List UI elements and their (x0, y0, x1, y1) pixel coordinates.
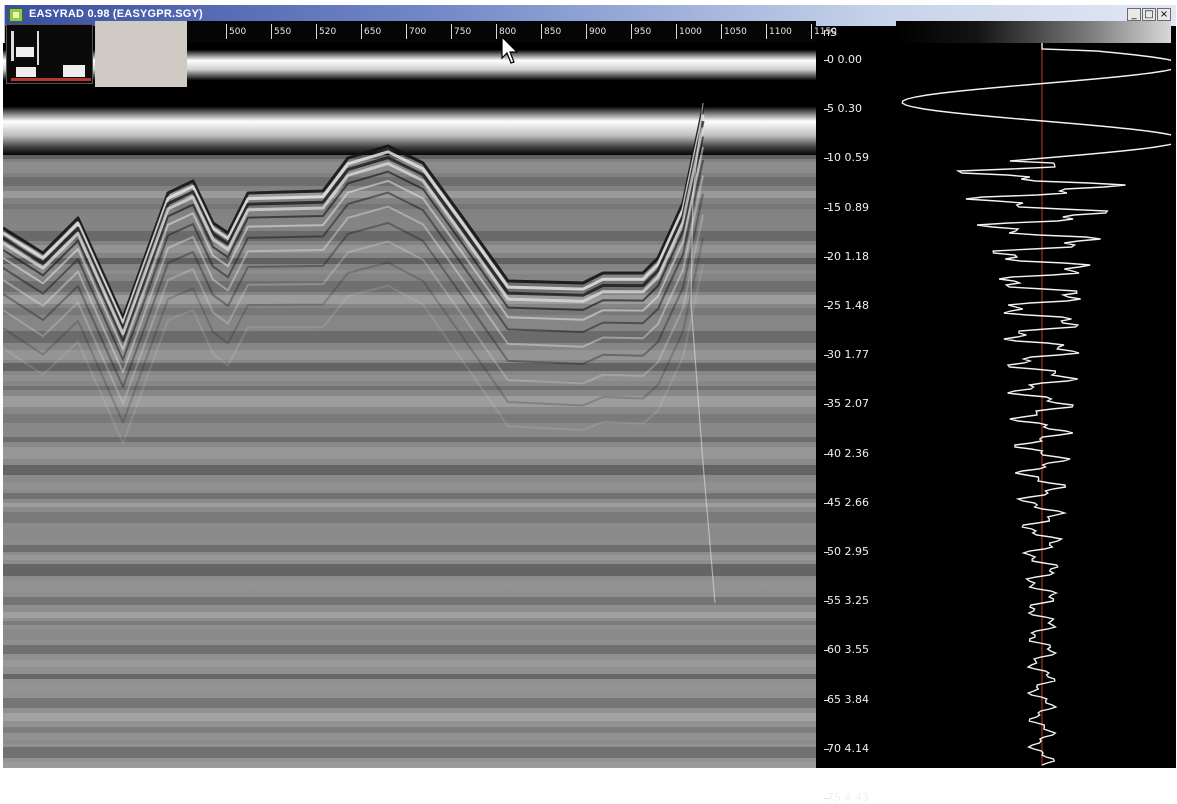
ruler-tick (496, 24, 497, 39)
ruler-tick-label: 950 (634, 27, 652, 37)
ruler-tick (271, 24, 272, 39)
depth-label: 50 2.95 (827, 545, 869, 558)
depth-tick (824, 748, 829, 750)
ruler-tick (451, 24, 452, 39)
depth-tick (824, 306, 829, 307)
ruler-tick-label: 650 (364, 27, 382, 37)
ruler-tick-label: 800 (499, 27, 517, 37)
depth-tick (824, 207, 829, 209)
ruler-tick-label: 1050 (724, 27, 747, 37)
ruler-tick (766, 24, 767, 39)
amplitude-gradient-bar (896, 21, 1171, 43)
depth-scale: 0 0.00 5 0.30 10 0.59 15 0.89 20 1.18 25 1.48… (816, 43, 896, 804)
depth-label: 60 3.55 (827, 643, 869, 657)
depth-label: 10 0.59 (827, 151, 869, 165)
depth-tick (824, 453, 829, 455)
depth-tick (824, 404, 829, 406)
ruler-tick-label: 700 (409, 27, 427, 37)
depth-label: 55 3.25 (827, 594, 869, 608)
title-bar[interactable]: EASYRAD 0.98 (EASYGPR.SGY) _ □ × (5, 5, 1176, 26)
ruler-tick-label: 850 (544, 27, 562, 37)
depth-tick (824, 699, 829, 701)
mouse-pointer-icon (501, 36, 519, 64)
depth-tick (824, 158, 829, 160)
ruler-unit-label: nS (823, 26, 837, 39)
ruler-tick-label: 500 (229, 27, 247, 37)
trace-plot (896, 43, 1171, 766)
ruler-tick-label: 520 (319, 27, 337, 37)
ruler-tick (676, 24, 677, 39)
depth-label: 75 4.43 (827, 791, 869, 804)
trace-waveform (901, 43, 1171, 766)
depth-tick (824, 256, 829, 258)
depth-tick (824, 60, 829, 61)
depth-tick (824, 502, 829, 504)
close-button[interactable]: × (1157, 8, 1171, 21)
ruler-tick-label: 1150 (814, 27, 837, 37)
ruler-tick (361, 24, 362, 39)
ruler-tick (406, 24, 407, 39)
depth-label: 45 2.66 (827, 495, 869, 509)
depth-label: 20 1.18 (827, 249, 869, 263)
ruler-tick (721, 24, 722, 39)
ruler-tick-label: 1000 (679, 27, 702, 37)
info-panel (95, 21, 187, 87)
ruler-tick-label: 1100 (769, 27, 792, 37)
depth-label: 15 0.89 (827, 200, 869, 214)
depth-tick (824, 355, 829, 357)
ruler-tick-label: 750 (454, 27, 472, 37)
depth-tick (824, 650, 829, 652)
ruler-tick (586, 24, 587, 39)
ruler-tick (811, 24, 812, 39)
ruler-tick (631, 24, 632, 39)
depth-tick (824, 552, 829, 553)
ruler-tick (226, 24, 227, 39)
minimize-button[interactable]: _ (1127, 8, 1141, 21)
depth-label: 65 3.84 (827, 692, 869, 706)
ruler-tick (541, 24, 542, 39)
depth-label: 40 2.36 (827, 446, 869, 460)
depth-label: 30 1.77 (827, 348, 869, 362)
ruler-tick (316, 24, 317, 39)
depth-tick (824, 109, 829, 111)
ruler-tick-label: 900 (589, 27, 607, 37)
radargram-view[interactable] (3, 43, 816, 768)
ruler-tick-label: 550 (274, 27, 292, 37)
depth-label: 25 1.48 (827, 299, 869, 312)
overview-thumbnail[interactable] (6, 24, 93, 84)
depth-label: 35 2.07 (827, 397, 869, 411)
depth-tick (824, 601, 829, 603)
depth-label: 0 0.00 (827, 53, 862, 66)
depth-label: 5 0.30 (827, 102, 862, 116)
time-ruler: 500 550 520 650 700 750 800 850 900 950 1000 1050 11… (186, 21, 837, 43)
window-title: EASYRAD 0.98 (EASYGPR.SGY) (29, 8, 203, 20)
depth-label: 70 4.14 (827, 741, 869, 755)
maximize-button[interactable]: □ (1142, 8, 1156, 21)
app-icon[interactable] (9, 8, 23, 22)
